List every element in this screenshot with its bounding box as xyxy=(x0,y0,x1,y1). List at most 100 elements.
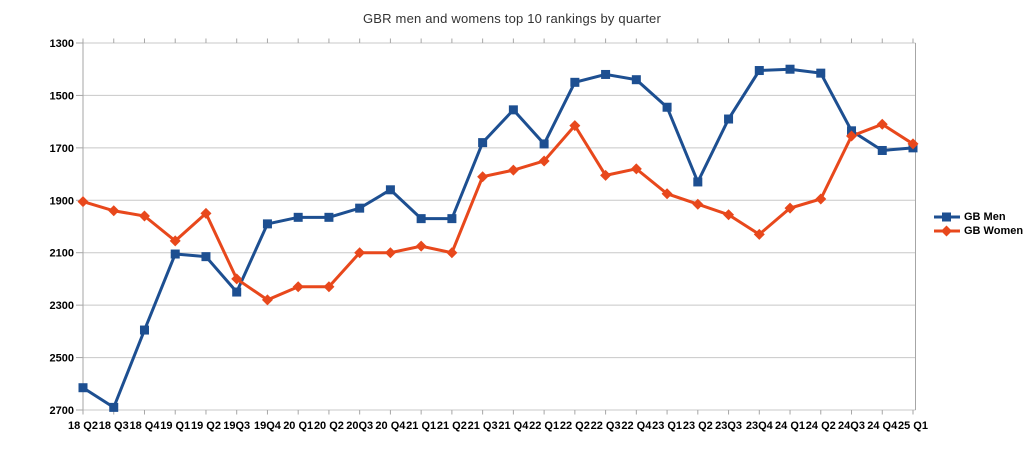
data-point-marker xyxy=(570,77,580,87)
data-point-marker xyxy=(323,281,335,293)
x-axis-label: 23Q4 xyxy=(746,420,774,432)
y-axis-label: 2700 xyxy=(50,405,74,417)
x-axis-label: 19 Q2 xyxy=(191,420,221,432)
data-point-marker xyxy=(538,155,550,167)
data-point-marker xyxy=(692,198,704,210)
data-point-marker xyxy=(324,212,334,222)
x-axis-label: 19Q3 xyxy=(223,420,250,432)
y-axis-label: 1700 xyxy=(50,143,74,155)
x-axis-label: 22 Q3 xyxy=(591,420,621,432)
x-axis-label: 19 Q1 xyxy=(160,420,190,432)
data-point-marker xyxy=(507,164,519,176)
legend-label-gb-women: GB Women xyxy=(964,225,1024,237)
x-axis-label: 22 Q4 xyxy=(621,420,652,432)
gb-women-marker-icon xyxy=(934,225,960,237)
data-point-marker xyxy=(816,68,826,78)
y-axis-label: 1300 xyxy=(50,38,74,50)
x-axis-label: 20 Q1 xyxy=(283,420,313,432)
data-point-marker xyxy=(354,247,366,259)
y-axis-label: 2100 xyxy=(50,248,74,260)
x-axis-label: 24 Q4 xyxy=(867,420,898,432)
data-point-marker xyxy=(138,210,150,222)
x-axis-label: 25 Q1 xyxy=(898,420,928,432)
data-point-marker xyxy=(753,228,765,240)
x-axis-label: 23 Q1 xyxy=(652,420,682,432)
data-point-marker xyxy=(170,249,180,259)
data-point-marker xyxy=(724,114,734,124)
data-point-marker xyxy=(446,247,458,259)
data-point-marker xyxy=(569,120,581,132)
data-point-marker xyxy=(877,145,887,155)
data-point-marker xyxy=(384,247,396,259)
y-axis-label: 2500 xyxy=(50,353,74,365)
data-point-marker xyxy=(77,196,89,208)
y-axis-label: 1500 xyxy=(50,90,74,102)
data-point-marker xyxy=(109,402,119,412)
data-point-marker xyxy=(293,212,303,222)
x-axis-label: 21 Q1 xyxy=(406,420,436,432)
data-point-marker xyxy=(231,273,243,285)
x-axis-label: 24 Q1 xyxy=(775,420,805,432)
legend-item-gb-men: GB Men xyxy=(934,210,1023,224)
data-point-marker xyxy=(78,383,88,393)
data-point-marker xyxy=(630,163,642,175)
x-axis-label: 24 Q2 xyxy=(806,420,836,432)
data-point-marker xyxy=(693,177,703,187)
data-point-marker xyxy=(784,202,796,214)
data-point-marker xyxy=(355,203,365,213)
data-point-marker xyxy=(232,287,242,297)
series-line-gb-women xyxy=(82,122,914,302)
x-axis-label: 18 Q4 xyxy=(129,420,160,432)
data-point-marker xyxy=(631,75,641,85)
x-axis-label: 18 Q2 xyxy=(68,420,98,432)
data-point-marker xyxy=(139,325,149,335)
data-point-marker xyxy=(661,188,673,200)
legend-label-gb-men: GB Men xyxy=(964,211,1006,223)
y-axis-label: 1900 xyxy=(50,195,74,207)
data-point-marker xyxy=(108,205,120,217)
data-point-marker xyxy=(601,69,611,79)
data-point-marker xyxy=(907,138,919,150)
data-point-marker xyxy=(447,214,457,224)
data-point-marker xyxy=(385,185,395,195)
data-point-marker xyxy=(662,102,672,112)
data-point-marker xyxy=(754,66,764,76)
legend-item-gb-women: GB Women xyxy=(934,224,1023,238)
data-point-marker xyxy=(292,281,304,293)
x-axis-label: 19Q4 xyxy=(254,420,282,432)
data-point-marker xyxy=(600,169,612,181)
x-axis-label: 18 Q3 xyxy=(99,420,129,432)
x-axis-label: 20 Q4 xyxy=(375,420,406,432)
x-axis-label: 22 Q1 xyxy=(529,420,559,432)
data-point-marker xyxy=(261,294,273,306)
data-point-marker xyxy=(262,219,272,229)
data-point-marker xyxy=(508,105,518,115)
x-axis-label: 21 Q3 xyxy=(468,420,498,432)
data-point-marker xyxy=(815,193,827,205)
data-point-marker xyxy=(723,209,735,221)
data-point-marker xyxy=(169,235,181,247)
x-axis-label: 23Q3 xyxy=(715,420,742,432)
x-axis-label: 22 Q2 xyxy=(560,420,590,432)
data-point-marker xyxy=(477,171,489,183)
gb-men-marker-icon xyxy=(934,212,960,222)
data-point-marker xyxy=(539,139,549,149)
x-axis-label: 21 Q2 xyxy=(437,420,467,432)
data-point-marker xyxy=(876,118,888,130)
data-point-marker xyxy=(478,138,488,148)
x-axis-label: 20 Q2 xyxy=(314,420,344,432)
x-axis-label: 23 Q2 xyxy=(683,420,713,432)
chart-legend: GB Men GB Women xyxy=(934,210,1023,238)
x-axis-label: 20Q3 xyxy=(346,420,373,432)
data-point-marker xyxy=(785,64,795,74)
y-axis-label: 2300 xyxy=(50,300,74,312)
data-point-marker xyxy=(200,207,212,219)
x-axis-label: 21 Q4 xyxy=(498,420,529,432)
data-point-marker xyxy=(201,252,211,262)
x-axis-label: 24Q3 xyxy=(838,420,865,432)
data-point-marker xyxy=(846,130,858,142)
series-line-gb-men xyxy=(82,67,914,410)
chart-title: GBR men and womens top 10 rankings by qu… xyxy=(362,11,662,26)
